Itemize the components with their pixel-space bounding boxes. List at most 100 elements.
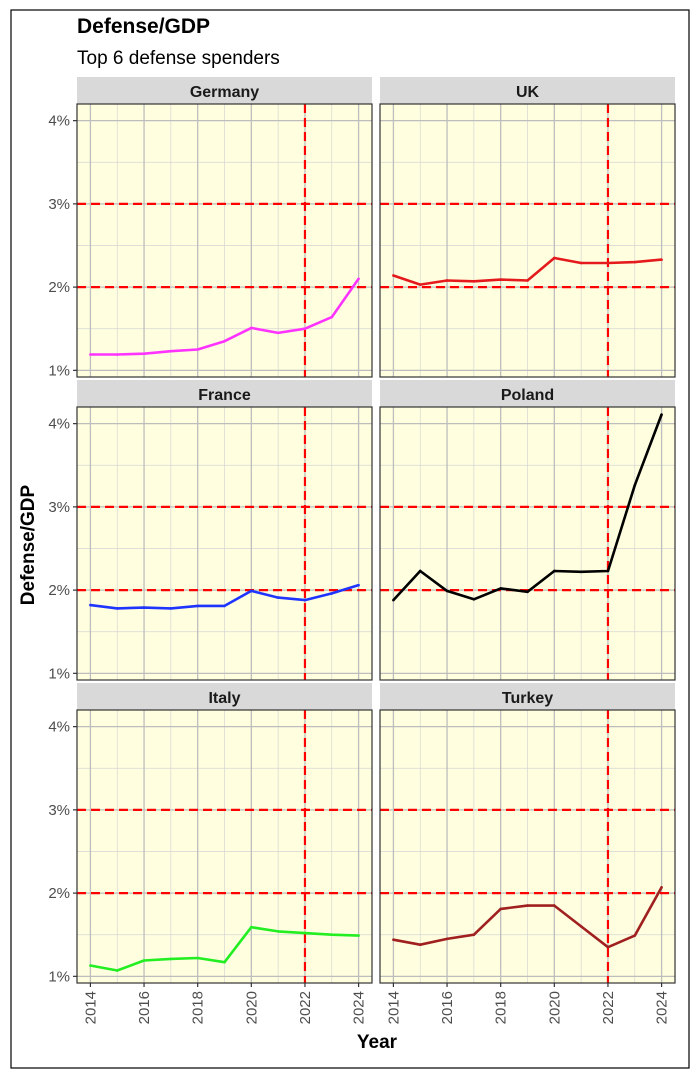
- facet-panels: Germany 1% 2% 3% 4% UK France 1% 2% 3% 4% Poland Ita…: [48, 77, 676, 1024]
- panel-germany: Germany 1% 2% 3% 4%: [48, 77, 373, 379]
- data-point-uk-2017: [472, 279, 476, 283]
- y-tick-label: 3%: [48, 802, 70, 819]
- y-tick-label: 1%: [48, 968, 70, 985]
- data-point-turkey-2017: [472, 933, 476, 937]
- panel-border: [76, 709, 373, 984]
- data-point-turkey-2020: [553, 904, 556, 907]
- data-point-poland-2022: [606, 569, 610, 573]
- data-point-poland-2017: [472, 597, 476, 601]
- data-point-france-2014: [89, 603, 92, 607]
- strip-france: [77, 380, 372, 407]
- x-tick-label: 2020: [243, 991, 260, 1024]
- data-point-turkey-2024: [660, 885, 663, 889]
- data-point-poland-2020: [553, 569, 556, 573]
- data-point-france-2016: [142, 606, 146, 609]
- data-point-uk-2019: [526, 279, 529, 282]
- data-point-turkey-2015: [418, 943, 422, 947]
- data-point-uk-2024: [660, 258, 663, 261]
- x-tick-label: 2022: [600, 991, 617, 1024]
- panel-border: [379, 103, 676, 378]
- data-point-uk-2022: [606, 261, 610, 265]
- y-tick-label: 4%: [48, 719, 70, 736]
- strip-poland: [380, 380, 675, 407]
- data-point-poland-2016: [445, 589, 449, 593]
- y-tick-label: 3%: [48, 499, 70, 516]
- x-tick-label: 2016: [136, 991, 153, 1024]
- data-point-turkey-2018: [499, 907, 502, 911]
- data-point-turkey-2019: [526, 904, 529, 907]
- x-axis-title: Year: [357, 1032, 398, 1053]
- data-point-germany-2024: [357, 277, 360, 281]
- data-point-poland-2014: [392, 598, 395, 602]
- data-point-france-2022: [303, 598, 307, 602]
- x-tick-label: 2018: [190, 991, 207, 1024]
- data-point-uk-2023: [633, 260, 637, 264]
- panel-turkey: Turkey 2014 2016 2018 2020 2022 2024: [379, 683, 676, 1024]
- x-tick-label: 2016: [439, 991, 456, 1024]
- data-point-italy-2021: [276, 930, 280, 933]
- data-point-france-2023: [330, 592, 334, 595]
- x-tick-label: 2020: [546, 991, 563, 1024]
- data-point-italy-2019: [223, 960, 226, 964]
- data-point-italy-2023: [330, 933, 334, 937]
- data-point-poland-2021: [579, 570, 583, 574]
- data-point-germany-2014: [89, 353, 92, 356]
- strip-label-uk: UK: [516, 84, 540, 101]
- y-tick-label: 2%: [48, 885, 70, 902]
- data-point-france-2018: [196, 604, 199, 608]
- data-point-italy-2017: [169, 957, 173, 961]
- chart-title: Defense/GDP: [77, 15, 210, 38]
- x-tick-label: 2018: [493, 991, 510, 1024]
- panel-border: [379, 709, 676, 984]
- data-point-germany-2018: [196, 348, 199, 351]
- data-point-germany-2015: [115, 353, 119, 356]
- strip-italy: [77, 683, 372, 710]
- data-point-turkey-2014: [392, 938, 395, 942]
- data-point-uk-2015: [418, 283, 422, 286]
- x-tick-label: 2024: [351, 991, 368, 1024]
- strip-label-france: France: [198, 387, 251, 404]
- data-point-poland-2018: [499, 587, 502, 590]
- strip-label-turkey: Turkey: [502, 690, 553, 707]
- x-tick-label: 2014: [385, 991, 402, 1024]
- strip-germany: [77, 77, 372, 104]
- data-point-poland-2024: [660, 413, 663, 416]
- strip-uk: [380, 77, 675, 104]
- data-point-germany-2022: [303, 327, 307, 331]
- data-point-italy-2018: [196, 956, 199, 960]
- data-point-poland-2019: [526, 590, 529, 594]
- data-point-france-2017: [169, 607, 173, 610]
- data-point-germany-2017: [169, 349, 173, 353]
- data-point-france-2024: [357, 583, 360, 587]
- data-point-germany-2016: [142, 352, 146, 355]
- panel-france: France 1% 2% 3% 4%: [48, 380, 373, 682]
- panel-border: [379, 406, 676, 681]
- data-point-italy-2022: [303, 931, 307, 935]
- data-point-germany-2021: [276, 331, 280, 335]
- data-point-germany-2020: [250, 326, 253, 330]
- data-point-turkey-2016: [445, 937, 449, 941]
- data-point-italy-2020: [250, 925, 253, 929]
- strip-turkey: [380, 683, 675, 710]
- panel-border: [76, 103, 373, 378]
- data-point-germany-2023: [330, 315, 334, 319]
- data-point-germany-2019: [223, 339, 226, 343]
- x-tick-label: 2022: [297, 991, 314, 1024]
- data-point-uk-2014: [392, 274, 395, 277]
- data-point-turkey-2022: [606, 945, 610, 949]
- data-point-france-2015: [115, 607, 119, 610]
- y-tick-label: 3%: [48, 196, 70, 213]
- chart-subtitle: Top 6 defense spenders: [77, 48, 280, 69]
- panel-poland: Poland: [379, 380, 676, 681]
- x-tick-label: 2014: [82, 991, 99, 1024]
- data-point-france-2020: [250, 589, 253, 593]
- x-tick-label: 2024: [654, 991, 671, 1024]
- data-point-italy-2016: [142, 959, 146, 962]
- strip-label-italy: Italy: [208, 690, 240, 707]
- y-tick-label: 2%: [48, 279, 70, 296]
- data-point-uk-2021: [579, 261, 583, 265]
- panel-border: [76, 406, 373, 681]
- data-point-france-2021: [276, 596, 280, 599]
